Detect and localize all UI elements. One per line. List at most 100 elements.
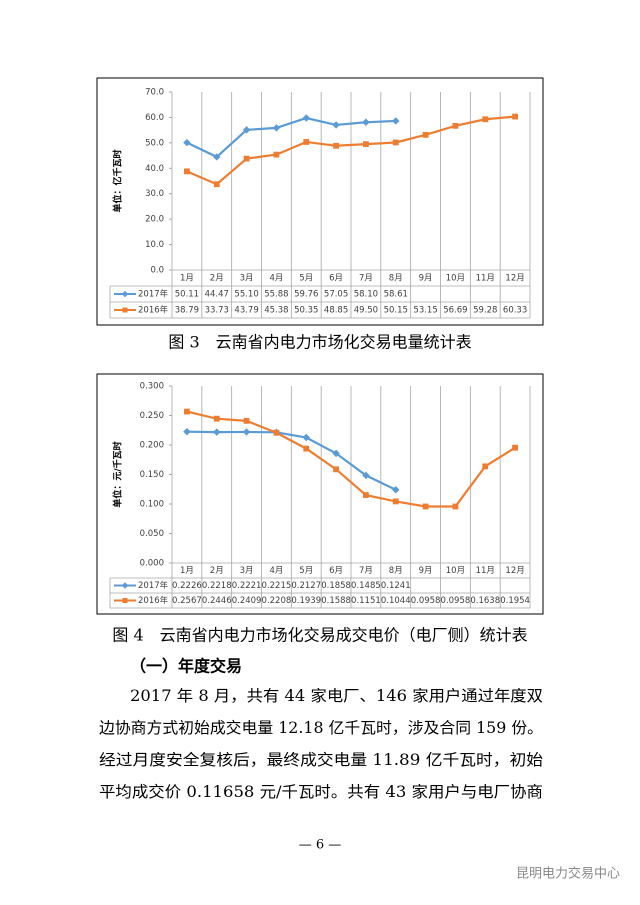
marker <box>482 463 489 470</box>
table-value: 57.05 <box>324 290 348 300</box>
marker <box>363 492 369 498</box>
table-value: 58.61 <box>384 290 408 300</box>
table-value: 0.2127 <box>291 581 321 591</box>
marker <box>302 433 310 442</box>
legend-marker <box>122 598 128 603</box>
table-value: 0.2226 <box>172 581 202 591</box>
marker <box>213 153 221 161</box>
legend-label: 2017年 <box>138 289 169 300</box>
marker <box>392 486 400 494</box>
marker <box>303 139 310 145</box>
chart-frame <box>96 77 544 326</box>
x-tick-label: 3月 <box>240 274 254 284</box>
y-tick-label: 0.300 <box>140 382 164 392</box>
marker <box>422 503 429 510</box>
x-tick-label: 10月 <box>446 566 465 576</box>
watermark: 昆明电力交易中心 <box>516 866 620 882</box>
table-value: 55.88 <box>264 290 288 300</box>
table-value: 0.1939 <box>291 596 321 606</box>
x-tick-label: 11月 <box>476 566 495 576</box>
marker <box>303 445 310 452</box>
table-value: 58.10 <box>354 290 378 300</box>
marker <box>422 131 429 138</box>
table-value: 59.28 <box>473 306 497 316</box>
x-tick-label: 4月 <box>269 566 283 576</box>
table-value: 59.76 <box>294 290 318 300</box>
x-tick-label: 7月 <box>359 274 373 284</box>
table-value: 50.15 <box>384 306 408 316</box>
table-value: 0.2221 <box>232 581 262 591</box>
table-value: 50.11 <box>175 290 199 300</box>
marker <box>242 126 251 134</box>
legend-label: 2016年 <box>138 305 169 316</box>
marker <box>273 429 280 436</box>
legend-marker <box>121 582 129 589</box>
table-value: 0.1638 <box>470 596 500 606</box>
table-value: 38.79 <box>175 306 199 316</box>
table-value: 0.1588 <box>321 596 351 606</box>
table-value: 56.69 <box>443 306 467 316</box>
y-tick-label: 0.000 <box>140 559 164 569</box>
y-tick-label: 50.0 <box>145 138 164 148</box>
y-tick-label: 0.050 <box>140 529 164 539</box>
table-value: 0.2208 <box>262 596 292 606</box>
marker <box>184 168 190 175</box>
marker <box>183 427 191 436</box>
x-tick-label: 9月 <box>419 566 433 576</box>
x-tick-label: 2月 <box>210 274 224 284</box>
table-value: 0.0958 <box>411 596 441 606</box>
x-tick-label: 2月 <box>210 566 224 576</box>
table-value: 0.1954 <box>500 596 530 606</box>
series-line <box>186 430 397 491</box>
y-axis-label: 单位：元/千瓦时 <box>112 441 124 507</box>
marker <box>184 408 190 415</box>
marker <box>392 139 399 146</box>
y-tick-label: 0.150 <box>140 470 164 480</box>
page-number: — 6 — <box>299 838 342 853</box>
table-value: 50.35 <box>294 306 318 316</box>
table-value: 0.1044 <box>381 596 411 606</box>
x-tick-label: 1月 <box>180 274 194 284</box>
table-value: 0.1858 <box>321 581 351 591</box>
marker <box>392 117 400 125</box>
legend-label: 2016年 <box>138 595 169 606</box>
marker <box>452 122 459 129</box>
marker <box>512 113 518 120</box>
y-tick-label: 0.200 <box>140 441 164 451</box>
marker <box>452 503 459 510</box>
x-tick-label: 5月 <box>299 566 313 576</box>
marker <box>362 471 370 480</box>
marker <box>333 466 339 473</box>
table-value: 43.79 <box>234 306 258 316</box>
table-value: 0.0958 <box>441 596 471 606</box>
y-tick-label: 0.0 <box>150 266 164 276</box>
x-tick-label: 3月 <box>240 566 254 576</box>
marker <box>273 151 280 158</box>
y-tick-label: 60.0 <box>145 113 164 123</box>
series-line <box>186 410 516 508</box>
caption: 图 4 云南省内电力市场化交易成交电价（电厂侧）统计表 <box>112 626 527 645</box>
marker <box>243 417 250 424</box>
y-tick-label: 70.0 <box>145 88 164 98</box>
marker <box>363 141 369 148</box>
marker <box>213 428 221 436</box>
marker <box>243 155 250 162</box>
paragraph-line: 经过月度安全复核后，最终成交电量 11.89 亿千瓦时，初始 <box>99 751 544 769</box>
legend-marker <box>121 290 129 298</box>
y-tick-label: 10.0 <box>145 240 164 250</box>
table-value: 55.10 <box>234 290 258 300</box>
paragraph-line: 2017 年 8 月，共有 44 家电厂、146 家用户通过年度双 <box>130 687 543 705</box>
x-tick-label: 12月 <box>505 566 524 576</box>
y-tick-label: 20.0 <box>145 215 164 225</box>
table-value: 0.2215 <box>262 581 292 591</box>
table-value: 45.38 <box>264 306 288 316</box>
table-value: 53.15 <box>413 306 437 316</box>
x-tick-label: 6月 <box>329 566 343 576</box>
marker <box>213 181 220 188</box>
table-value: 48.85 <box>324 306 348 316</box>
table-value: 0.2218 <box>202 581 232 591</box>
marker <box>362 118 370 126</box>
paragraph-line: 平均成交价 0.11658 元/千瓦时。共有 43 家用户与电厂协商 <box>99 783 543 801</box>
legend-marker <box>122 307 128 313</box>
